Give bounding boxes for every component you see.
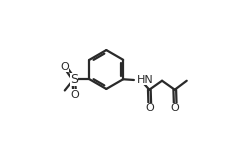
Text: O: O — [171, 103, 179, 113]
Text: S: S — [70, 73, 78, 86]
Text: HN: HN — [137, 75, 154, 85]
Text: O: O — [146, 103, 154, 113]
Text: O: O — [71, 90, 80, 100]
Text: O: O — [60, 61, 69, 72]
